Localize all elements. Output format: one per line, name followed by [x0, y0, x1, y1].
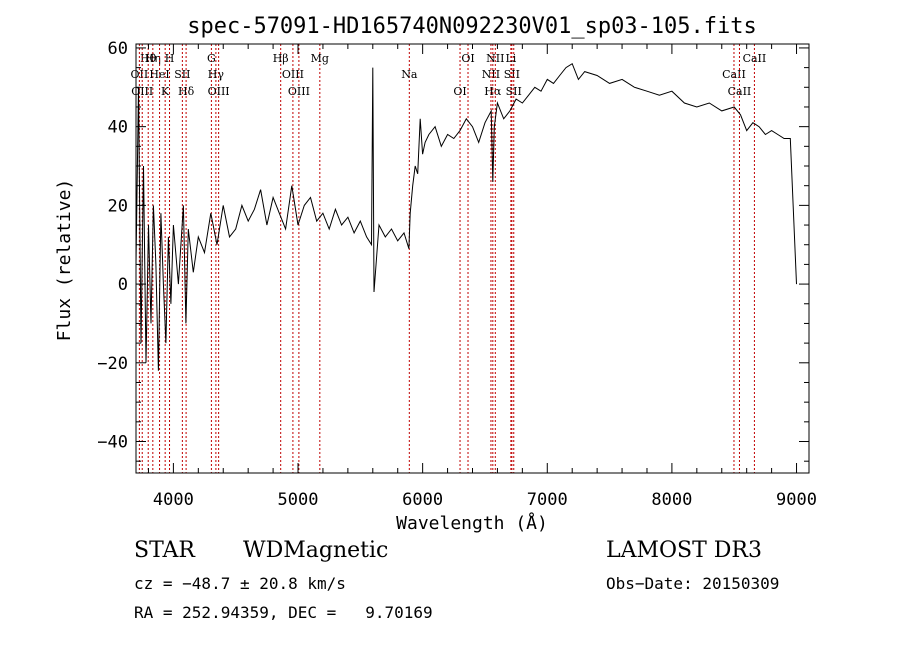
object-class: STAR	[134, 538, 195, 563]
marker-label: Hδ	[178, 85, 195, 98]
x-tick-label: 6000	[402, 490, 443, 510]
marker-label: Hβ	[273, 52, 289, 65]
marker-label: SII	[174, 68, 190, 81]
marker-label: OI	[453, 85, 466, 98]
x-tick-label: 4000	[153, 490, 194, 510]
marker-label: H	[165, 52, 175, 65]
x-tick-label: 5000	[278, 490, 319, 510]
object-subclass: WDMagnetic	[243, 538, 389, 563]
marker-label: K	[161, 85, 170, 98]
marker-label: Li	[505, 52, 516, 65]
marker-label: CaII	[743, 52, 767, 65]
marker-label: Hγ	[208, 68, 225, 81]
y-tick-label: 60	[108, 39, 128, 59]
marker-label: Hη	[145, 52, 161, 65]
plot-frame	[135, 43, 810, 474]
y-tick-label: 40	[108, 118, 128, 138]
x-axis-label: Wavelength (Å)	[396, 512, 548, 534]
obs-date: Obs−Date: 20150309	[606, 574, 780, 593]
marker-label: Hα	[484, 85, 502, 98]
x-tick-label: 7000	[527, 490, 568, 510]
marker-label: OIII	[208, 85, 230, 98]
y-tick-label: −40	[97, 433, 128, 453]
marker-label: CaII	[728, 85, 752, 98]
chart-title: spec-57091-HD165740N092230V01_sp03-105.f…	[187, 14, 757, 39]
marker-label: OIII	[282, 68, 304, 81]
y-tick-label: 20	[108, 196, 128, 216]
y-tick-label: −20	[97, 354, 128, 374]
marker-label: NII	[482, 68, 500, 81]
x-tick-label: 8000	[651, 490, 692, 510]
marker-label: Mg	[311, 52, 329, 65]
marker-label: G	[207, 52, 216, 65]
redshift-cz: cz = −48.7 ± 20.8 km/s	[134, 574, 346, 593]
marker-label: OII	[131, 68, 149, 81]
survey-name: LAMOST DR3	[606, 538, 762, 563]
coordinates: RA = 252.94359, DEC = 9.70169	[134, 603, 433, 622]
marker-label: OIII	[131, 85, 153, 98]
marker-label: Na	[401, 68, 418, 81]
marker-label: CaII	[722, 68, 746, 81]
x-tick-label: 9000	[776, 490, 817, 510]
marker-label: HeI	[149, 68, 169, 81]
marker-label: SII	[506, 85, 522, 98]
y-axis-label: Flux (relative)	[54, 179, 75, 342]
spectrum-line	[135, 62, 797, 371]
marker-label: NII	[486, 52, 504, 65]
y-tick-label: 0	[118, 275, 128, 295]
marker-label: SII	[504, 68, 520, 81]
marker-label: OIII	[288, 85, 310, 98]
marker-label: OI	[461, 52, 474, 65]
